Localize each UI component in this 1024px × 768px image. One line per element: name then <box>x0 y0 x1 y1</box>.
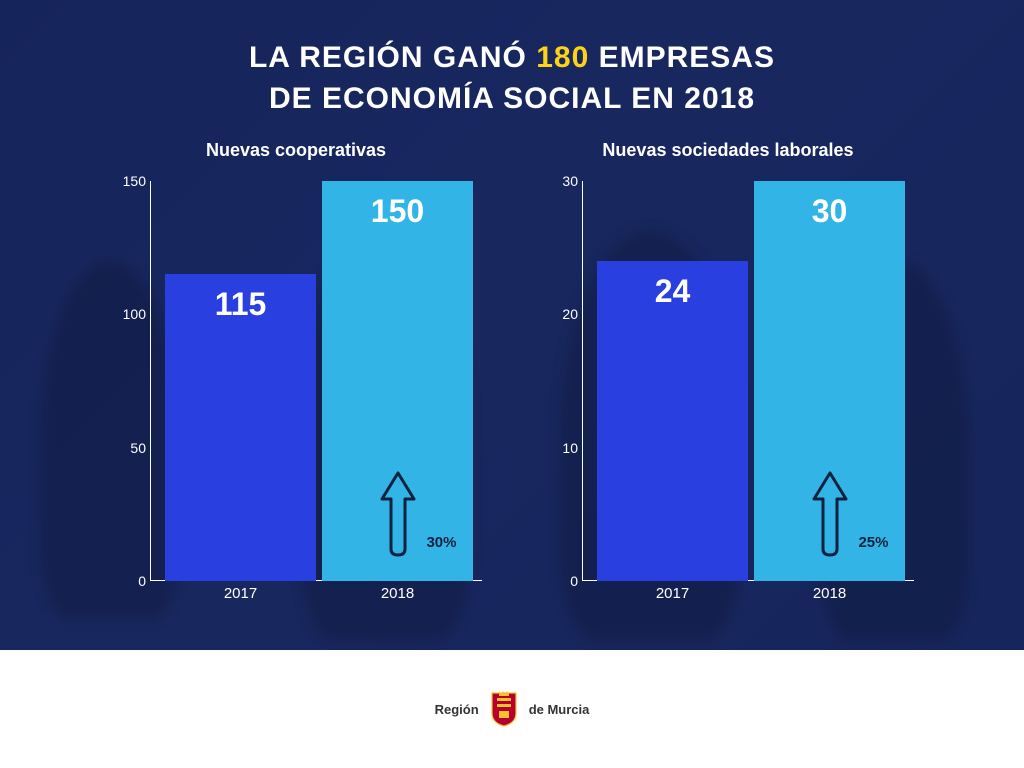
bar: 150 30% <box>322 181 473 581</box>
y-tick: 50 <box>130 440 146 456</box>
main-title: LA REGIÓN GANÓ 180 EMPRESAS DE ECONOMÍA … <box>0 38 1024 119</box>
growth-arrow-group: 25% <box>795 469 865 559</box>
y-tick: 30 <box>562 173 578 189</box>
up-arrow-icon <box>377 469 419 559</box>
charts-container: Nuevas cooperativas0501001501152017150 3… <box>110 140 914 630</box>
title-pre: LA REGIÓN GANÓ <box>249 41 536 74</box>
bar-wrap: 150 30%2018 <box>322 181 473 581</box>
growth-percent: 25% <box>858 534 888 551</box>
footer: Región de Murcia <box>0 650 1024 768</box>
title-highlight: 180 <box>536 41 589 74</box>
y-axis-line <box>582 181 583 581</box>
bar-value: 115 <box>165 286 316 323</box>
bar-wrap: 242017 <box>597 261 748 581</box>
bar-x-label: 2018 <box>667 585 993 602</box>
bars-group: 1152017150 30%2018 <box>156 181 482 581</box>
bars-group: 24201730 25%2018 <box>588 181 914 581</box>
y-axis: 050100150 <box>110 181 152 581</box>
bar-wrap: 1152017 <box>165 274 316 581</box>
y-tick: 20 <box>562 306 578 322</box>
title-line-1: LA REGIÓN GANÓ 180 EMPRESAS <box>0 38 1024 79</box>
bar: 115 <box>165 274 316 581</box>
bar-value: 30 <box>754 193 905 230</box>
bar-wrap: 30 25%2018 <box>754 181 905 581</box>
title-line-2: DE ECONOMÍA SOCIAL EN 2018 <box>0 79 1024 120</box>
chart-title: Nuevas sociedades laborales <box>542 140 914 161</box>
up-arrow-icon <box>809 469 851 559</box>
footer-text-right: de Murcia <box>529 702 590 717</box>
growth-percent: 30% <box>426 534 456 551</box>
title-post: EMPRESAS <box>589 41 775 74</box>
y-tick: 10 <box>562 440 578 456</box>
infographic-canvas: LA REGIÓN GANÓ 180 EMPRESAS DE ECONOMÍA … <box>0 0 1024 768</box>
y-tick: 100 <box>123 306 146 322</box>
bar: 24 <box>597 261 748 581</box>
plot-area: 0501001501152017150 30%2018 <box>156 181 482 601</box>
growth-arrow-group: 30% <box>363 469 433 559</box>
bar: 30 25% <box>754 181 905 581</box>
bar-chart: Nuevas sociedades laborales0102030242017… <box>542 140 914 630</box>
footer-text-left: Región <box>435 702 479 717</box>
bar-value: 150 <box>322 193 473 230</box>
y-tick: 150 <box>123 173 146 189</box>
y-axis: 0102030 <box>542 181 584 581</box>
plot-area: 010203024201730 25%2018 <box>588 181 914 601</box>
chart-title: Nuevas cooperativas <box>110 140 482 161</box>
bar-chart: Nuevas cooperativas0501001501152017150 3… <box>110 140 482 630</box>
y-axis-line <box>150 181 151 581</box>
bar-value: 24 <box>597 273 748 310</box>
region-murcia-shield-icon <box>489 691 519 727</box>
